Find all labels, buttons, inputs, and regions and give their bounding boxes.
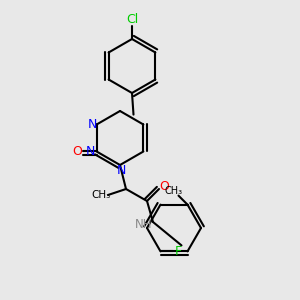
Text: N: N	[87, 118, 97, 131]
Text: CH₃: CH₃	[91, 190, 110, 200]
Text: Cl: Cl	[126, 13, 138, 26]
Text: F: F	[174, 245, 182, 258]
Text: O: O	[72, 145, 82, 158]
Text: CH₃: CH₃	[165, 186, 183, 196]
Text: N: N	[85, 145, 95, 158]
Text: O: O	[160, 179, 169, 193]
Text: N: N	[117, 164, 126, 178]
Text: NH: NH	[135, 218, 153, 232]
